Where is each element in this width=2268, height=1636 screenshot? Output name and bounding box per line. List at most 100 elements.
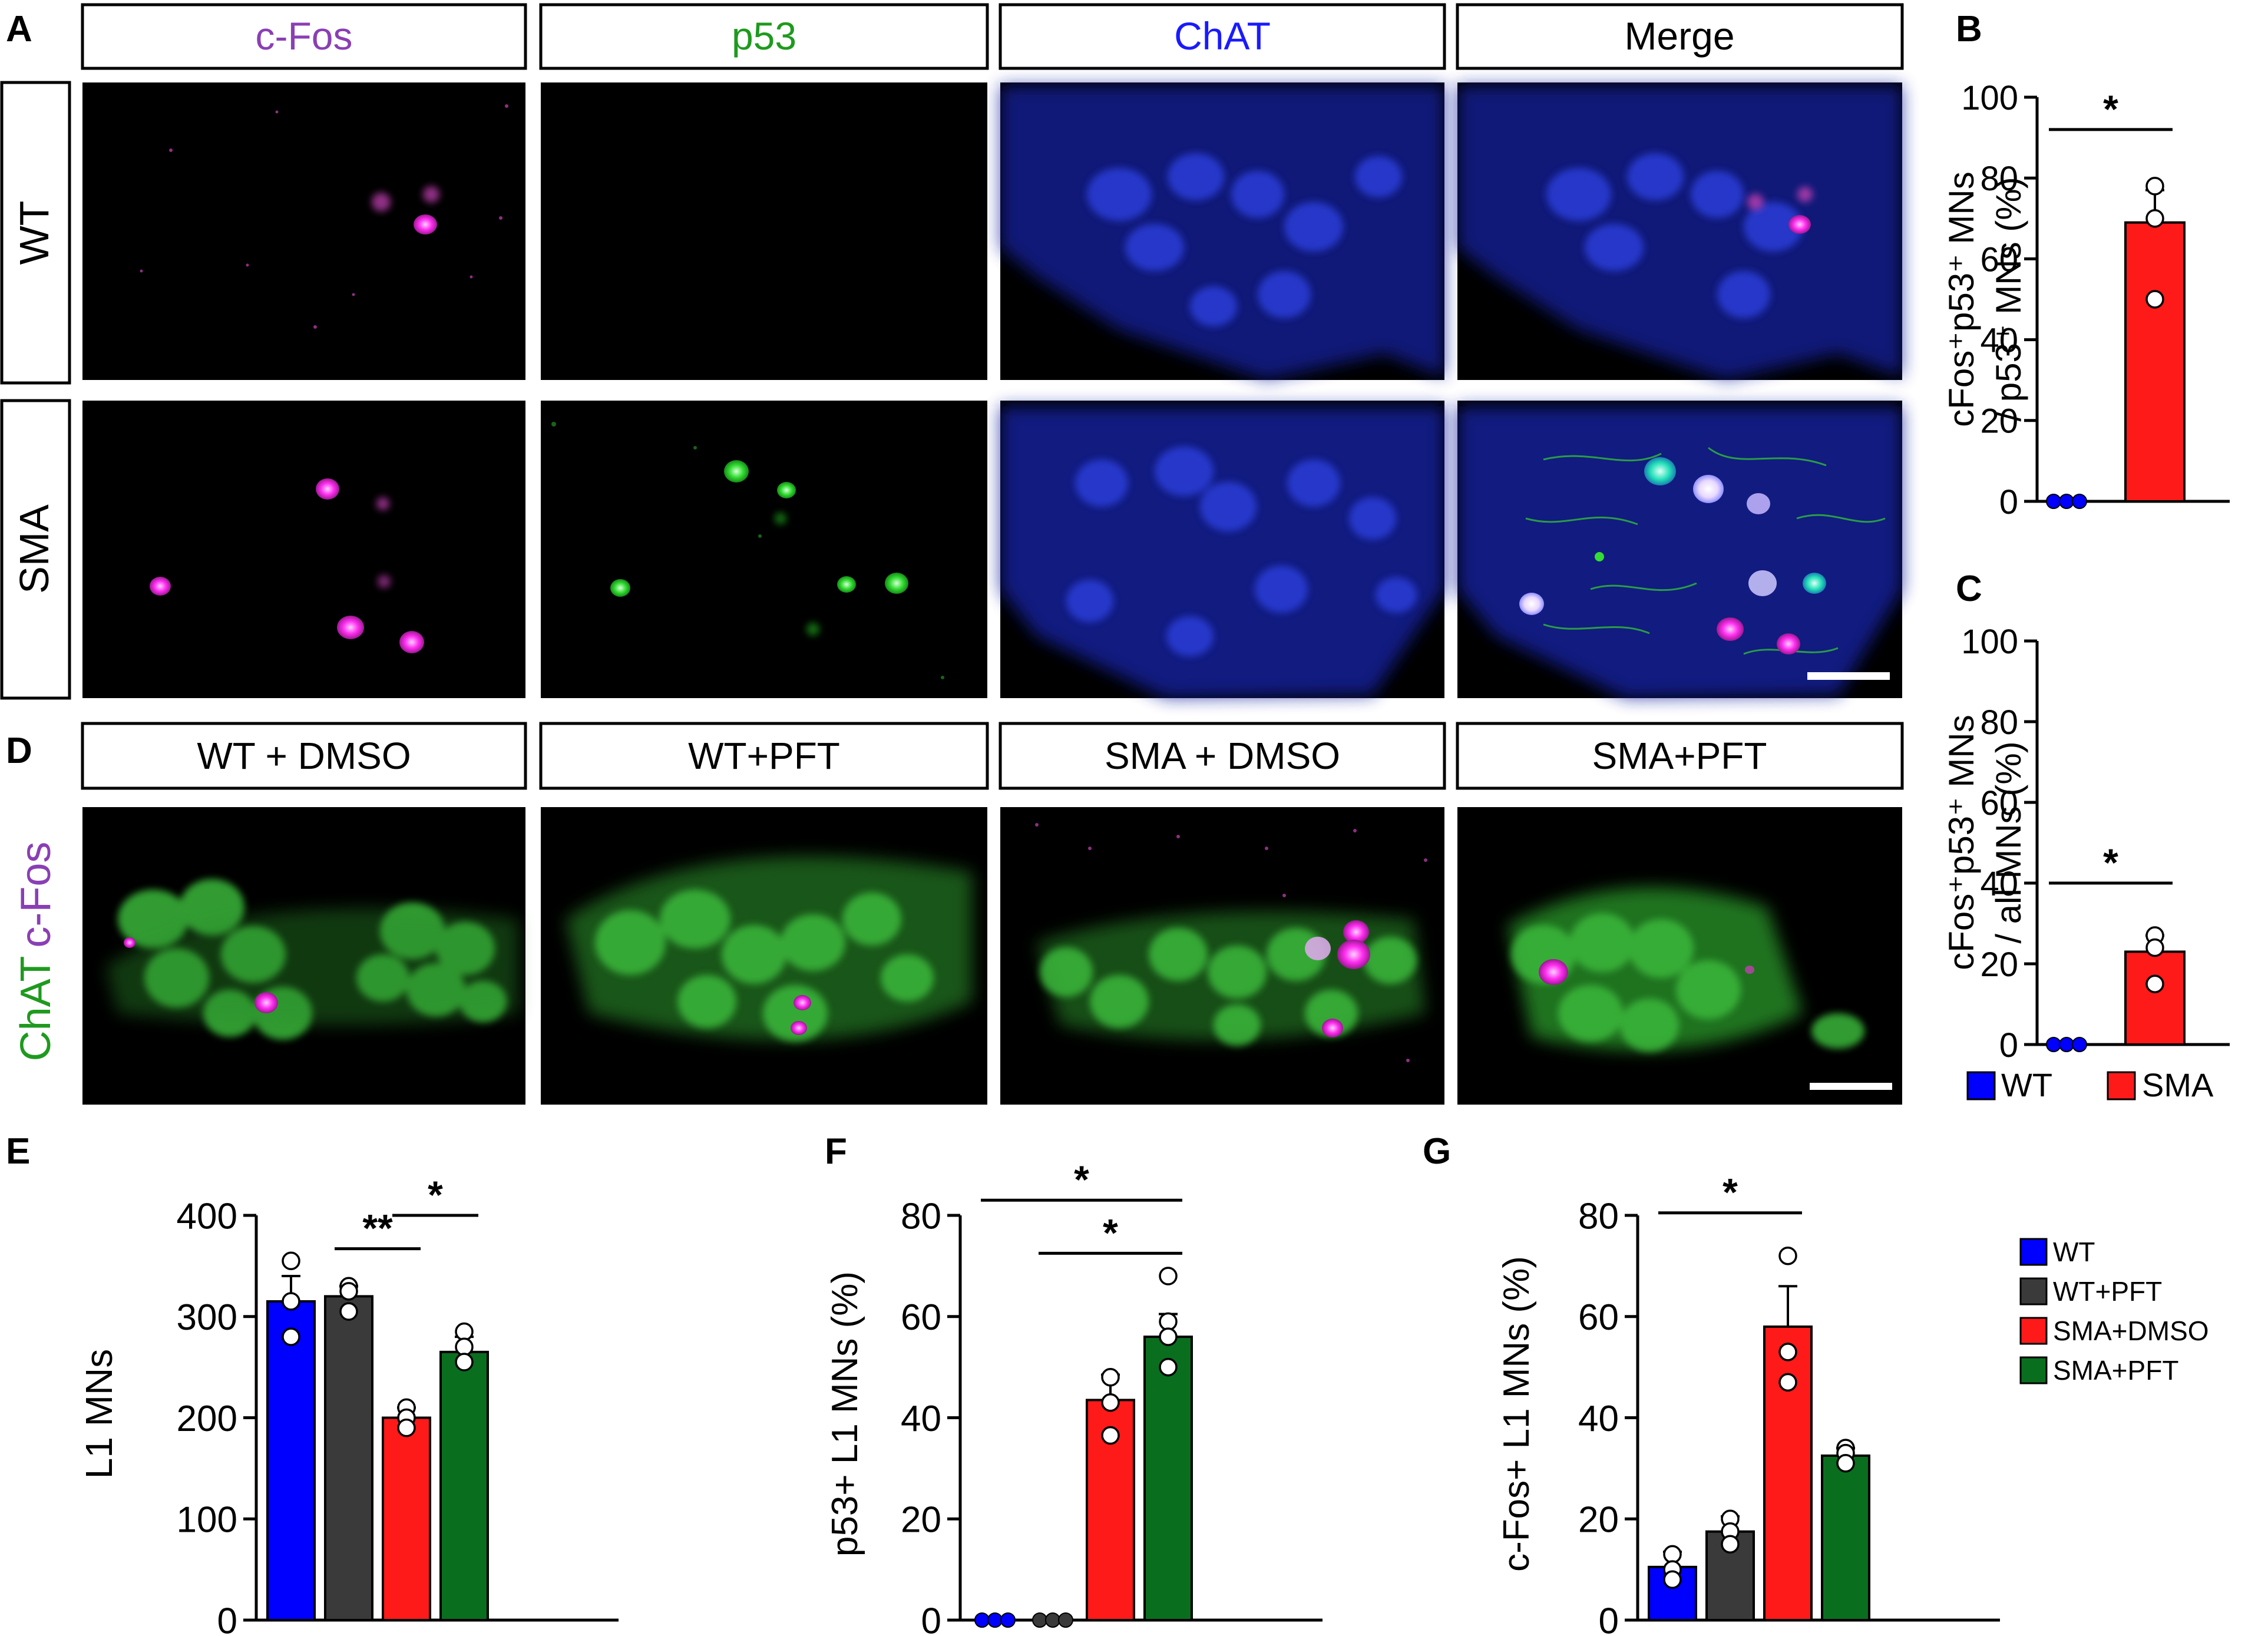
data-point: [339, 1302, 358, 1321]
data-point: [282, 1251, 300, 1271]
micrograph-sma-pft: [1457, 807, 1902, 1105]
legend-label-sma-pft: SMA+PFT: [2053, 1355, 2178, 1386]
data-point: [2145, 209, 2164, 228]
data-point: [1000, 1612, 1016, 1628]
micrograph-wt-merge: [1457, 82, 1902, 380]
scale-bar: [1807, 672, 1890, 680]
significance-marker: *: [1103, 1211, 1118, 1254]
panel-a-row-labels: WT SMA: [0, 81, 71, 700]
row-label-wt: WT: [11, 201, 57, 265]
data-point: [282, 1327, 300, 1346]
data-point: [1058, 1612, 1073, 1628]
micrograph-wt-pft: [541, 807, 987, 1105]
micrograph-wt-p53: [541, 82, 987, 380]
data-point: [987, 1612, 1003, 1628]
y-tick-label: 200: [177, 1399, 237, 1439]
panel-letter-a: A: [6, 9, 32, 49]
data-point: [397, 1418, 416, 1437]
y-tick-label: 0: [1999, 483, 2018, 521]
column-header-chat: ChAT: [1174, 14, 1271, 58]
y-axis-label: c-Fos+ L1 MNs (%): [1496, 1256, 1537, 1572]
y-tick-label: 20: [1980, 946, 2018, 984]
legend-label-sma-dmso: SMA+DMSO: [2053, 1316, 2209, 1346]
bar: [1763, 1325, 1813, 1622]
y-axis-label: L1 MNs: [78, 1349, 120, 1479]
y-tick-label: 0: [1999, 1026, 2018, 1065]
y-tick-label: 0: [921, 1601, 941, 1636]
data-point: [2145, 177, 2164, 196]
data-point: [1045, 1612, 1060, 1628]
data-point: [1101, 1426, 1120, 1445]
panel-a-column-headers: c-Fos p53 ChAT Merge: [81, 3, 1904, 70]
legend-label-wt-pft: WT+PFT: [2053, 1276, 2162, 1307]
bar: [439, 1350, 489, 1622]
micrograph-wt-dmso: [82, 807, 525, 1105]
significance-marker: *: [2103, 841, 2118, 884]
panel-letter-d: D: [6, 731, 32, 771]
side-label-chat: ChAT: [12, 957, 59, 1062]
y-tick-label: 100: [1961, 623, 2018, 661]
significance-marker: *: [1074, 1158, 1089, 1201]
legend-swatch-sma-dmso: [2019, 1317, 2048, 1345]
scale-bar: [1810, 1083, 1892, 1090]
data-point: [1663, 1570, 1682, 1589]
y-tick-label: 40: [901, 1399, 941, 1439]
chart-f: 0 20 40 60 80 p53+ L1 MNs (%) * *: [825, 1158, 1323, 1636]
legend-label-sma: SMA: [2142, 1066, 2214, 1103]
legend-efg: WT WT+PFT SMA+DMSO SMA+PFT: [2019, 1237, 2209, 1386]
data-point: [2046, 494, 2061, 509]
y-tick-label: 20: [901, 1500, 941, 1541]
y-tick-label: 40: [1980, 321, 2018, 359]
data-point: [1159, 1357, 1178, 1377]
micrograph-wt-cfos: [82, 82, 525, 380]
data-point: [1101, 1393, 1120, 1412]
column-header-cfos: c-Fos: [256, 14, 353, 58]
data-point: [455, 1322, 474, 1341]
y-axis-label: / p53⁺ MNs (%): [1989, 177, 2028, 421]
data-point: [2072, 494, 2087, 509]
data-point: [2145, 938, 2164, 957]
data-point: [1159, 1327, 1178, 1346]
data-point: [2059, 494, 2074, 509]
bar: [2124, 950, 2186, 1046]
micrograph-wt-chat: [1000, 82, 1444, 380]
significance-marker: *: [1723, 1171, 1738, 1214]
data-point: [1032, 1612, 1047, 1628]
y-tick-label: 400: [177, 1196, 237, 1237]
data-point: [2059, 1037, 2074, 1052]
legend-label-wt: WT: [2001, 1066, 2052, 1103]
panel-d-column-headers: WT + DMSO WT+PFT SMA + DMSO SMA+PFT: [81, 722, 1904, 790]
y-tick-label: 60: [1980, 784, 2018, 822]
panel-letter-e: E: [6, 1131, 30, 1172]
data-point: [1159, 1312, 1178, 1331]
data-point: [1159, 1267, 1178, 1285]
y-tick-label: 100: [1961, 79, 2018, 117]
legend-label-wt: WT: [2053, 1237, 2095, 1267]
y-tick-label: 0: [217, 1601, 237, 1636]
panel-letter-b: B: [1956, 9, 1982, 49]
legend-swatch-sma-pft: [2019, 1356, 2048, 1384]
data-point: [1101, 1368, 1120, 1387]
chart-c: 0 20 40 60 80 100 cFos⁺p53⁺ MNs / all MNs (%) *: [1942, 623, 2230, 1065]
data-point: [455, 1353, 474, 1371]
bar: [324, 1295, 373, 1621]
panel-letter-f: F: [825, 1131, 847, 1172]
legend-swatch-sma: [2107, 1071, 2136, 1100]
y-axis-label: cFos⁺p53⁺ MNs: [1942, 715, 1981, 970]
significance-marker: *: [428, 1173, 443, 1217]
data-point: [2072, 1037, 2087, 1052]
column-header-sma-dmso: SMA + DMSO: [1105, 735, 1340, 777]
column-header-wt-pft: WT+PFT: [688, 735, 840, 777]
column-header-wt-dmso: WT + DMSO: [197, 735, 411, 777]
y-tick-label: 60: [901, 1297, 941, 1338]
chart-b: 0 20 40 60 80 100 cFos⁺p53⁺ MNs / p53⁺ MNs (%) *: [1942, 79, 2230, 521]
y-tick-label: 80: [901, 1196, 941, 1237]
y-tick-label: 20: [1980, 402, 2018, 441]
data-point: [2046, 1037, 2061, 1052]
y-axis-label: / all MNs (%): [1989, 741, 2028, 943]
bar: [2124, 221, 2186, 503]
bar: [266, 1300, 316, 1622]
micrograph-sma-cfos: [82, 401, 525, 698]
y-tick-label: 40: [1578, 1399, 1619, 1439]
